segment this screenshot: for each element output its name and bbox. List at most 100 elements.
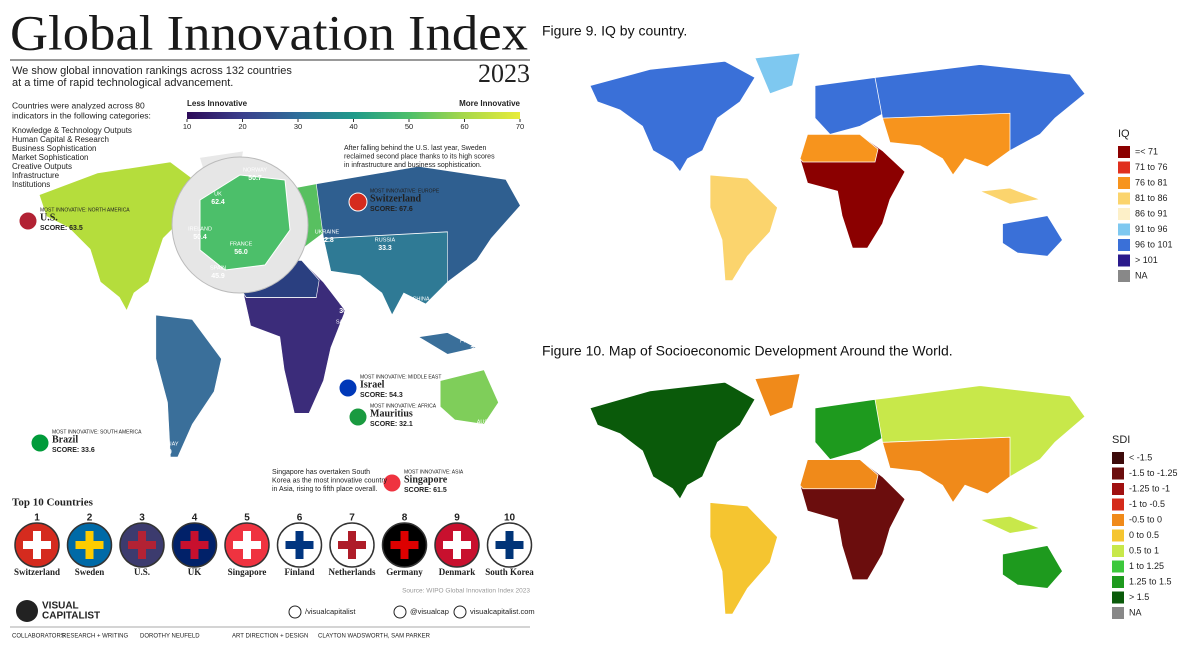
callout-region: MOST INNOVATIVE: NORTH AMERICA — [40, 207, 130, 213]
country-name: INDIA — [378, 322, 393, 328]
top10-title: Top 10 Countries — [12, 497, 94, 509]
credit: ART DIRECTION + DESIGN — [232, 634, 308, 640]
country-score: 31.0 — [38, 327, 52, 334]
legend-label: 0.5 to 1 — [1129, 545, 1159, 555]
legend-swatch — [1112, 452, 1124, 464]
callout-score: SCORE: 61.5 — [404, 487, 447, 494]
country-score: 33.6 — [143, 395, 157, 402]
legend-swatch — [1118, 192, 1130, 205]
country-score: 33.3 — [378, 245, 392, 252]
legend-label: 91 to 96 — [1135, 224, 1168, 234]
social-icon — [453, 605, 467, 619]
callout-region: MOST INNOVATIVE: AFRICA — [370, 403, 437, 409]
callout-country: Israel — [360, 379, 385, 390]
legend-swatch — [1118, 146, 1130, 158]
legend-label: -0.5 to 0 — [1129, 514, 1162, 524]
legend-swatch — [1112, 607, 1124, 619]
legend-label: NA — [1135, 270, 1148, 280]
credit: RESEARCH + WRITING — [62, 634, 129, 640]
country-score: 34.5 — [348, 327, 362, 334]
category: Business Sophistication — [12, 144, 97, 153]
source: Source: WIPO Global Innovation Index 202… — [402, 588, 530, 595]
top10-country: Switzerland — [14, 567, 60, 577]
category: Human Capital & Research — [12, 135, 109, 144]
country-name: PHILIPPINES — [460, 338, 494, 344]
legend-swatch — [1112, 576, 1124, 588]
country-name: MADAGASCAR — [303, 443, 342, 449]
rank: 2 — [87, 513, 93, 524]
country-score: 62.4 — [211, 199, 225, 206]
legend-swatch — [1112, 545, 1124, 557]
legend-label: 0 to 0.5 — [1129, 530, 1159, 540]
rank: 1 — [34, 513, 40, 524]
legend-swatch — [1112, 591, 1124, 604]
top10-country: South Korea — [485, 567, 534, 577]
country-score: 38.1 — [378, 330, 392, 337]
category: Knowledge & Technology Outputs — [12, 126, 132, 135]
country-name: URUGUAY — [151, 441, 178, 447]
callout-country: U.S. — [40, 212, 58, 223]
legend-swatch — [1118, 254, 1130, 267]
country-name: IRELAND — [188, 226, 212, 232]
scale-low: Less Innovative — [187, 99, 248, 108]
top10-country: Netherlands — [329, 567, 376, 577]
scale-tick-label: 50 — [405, 122, 413, 131]
callout-score: SCORE: 32.1 — [370, 421, 413, 428]
flag-detail — [443, 541, 471, 549]
country-name: IRAN — [339, 300, 352, 306]
country-score: 49.7 — [485, 427, 499, 434]
callout-flag — [18, 211, 38, 231]
country-score: 32.2 — [470, 346, 484, 353]
legend-title: SDI — [1112, 434, 1130, 446]
social-icon — [288, 605, 302, 619]
credit: DOROTHY NEUFELD — [140, 634, 200, 640]
legend-swatch — [1118, 208, 1130, 220]
category: Infrastructure — [12, 171, 60, 180]
social: @visualcap — [410, 607, 449, 616]
legend-label: -1.25 to -1 — [1129, 483, 1170, 493]
country-name: UKRAINE — [315, 229, 340, 235]
legend-label: 1 to 1.25 — [1129, 561, 1164, 571]
legend-label: 1.25 to 1.5 — [1129, 576, 1172, 586]
flag-detail — [338, 541, 366, 549]
country-score: 45.9 — [211, 273, 225, 280]
flag-detail — [180, 541, 209, 549]
europe-shape — [199, 174, 291, 271]
credit: COLLABORATORS — [12, 634, 65, 640]
flag-detail — [285, 541, 314, 549]
country-score: 50.7 — [248, 175, 262, 182]
country-name: NIGERIA — [236, 366, 259, 372]
callout-flag — [348, 192, 368, 212]
country-score: 30.1 — [339, 308, 353, 315]
callout-score: SCORE: 67.6 — [370, 206, 413, 213]
country-name: AUSTRALIA — [477, 419, 508, 425]
social: visualcapitalist.com — [470, 607, 535, 616]
callout-region: MOST INNOVATIVE: EUROPE — [370, 188, 440, 194]
subtitle: We show global innovation rankings acros… — [12, 65, 292, 77]
country-name: SPAIN — [210, 265, 226, 271]
legend-swatch — [1118, 223, 1130, 236]
figures: Figure 9. IQ by country. IQ =< 71 71 to 76 7… — [542, 23, 1178, 619]
callout-flag — [338, 378, 358, 398]
callout-score: SCORE: 54.3 — [360, 392, 403, 399]
callout-region: MOST INNOVATIVE: ASIA — [404, 469, 464, 475]
country-score: 27.7 — [83, 397, 97, 404]
top10-country: Singapore — [228, 567, 267, 577]
scale-tick-label: 60 — [460, 122, 468, 131]
legend-swatch — [1118, 161, 1130, 174]
legend-swatch — [1112, 467, 1124, 480]
category: Creative Outputs — [12, 162, 72, 171]
rank: 9 — [454, 513, 460, 524]
callout-region: MOST INNOVATIVE: MIDDLE EAST — [360, 374, 441, 380]
sdi-map — [589, 372, 1086, 616]
country-name: BRAZIL — [140, 387, 159, 393]
country-score: 32.8 — [320, 237, 334, 244]
category: Market Sophistication — [12, 153, 88, 162]
callout-country: Singapore — [404, 474, 448, 485]
top10-country: Finland — [284, 567, 314, 577]
top10-country: Denmark — [439, 567, 476, 577]
country-name: FRANCE — [230, 241, 253, 247]
country-name: UK — [214, 191, 222, 197]
intro: Countries were analyzed across 80 — [12, 100, 145, 110]
country-name: MOROCCO — [210, 301, 240, 307]
